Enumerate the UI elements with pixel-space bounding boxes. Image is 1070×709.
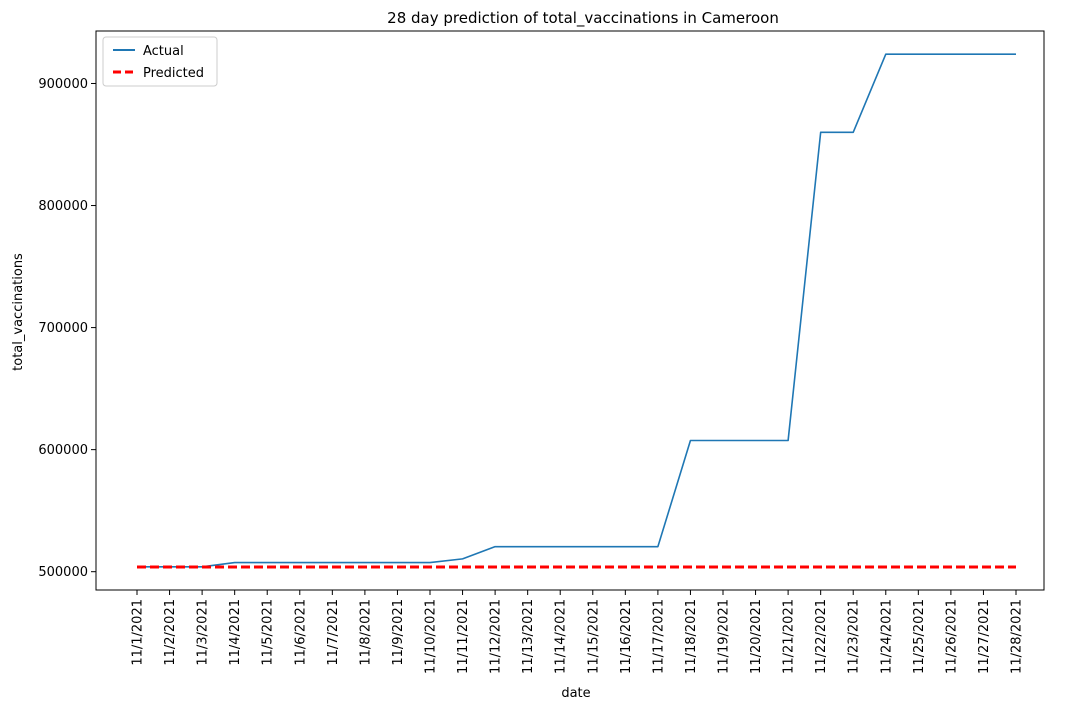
x-tick-label: 11/25/2021 [912,599,927,674]
x-tick-label: 11/28/2021 [1010,599,1025,674]
x-tick-label: 11/24/2021 [879,599,894,674]
x-tick-label: 11/12/2021 [489,599,504,674]
x-tick-label: 11/26/2021 [944,599,959,674]
x-tick-label: 11/8/2021 [358,599,373,666]
legend: Actual Predicted [102,36,218,87]
x-tick-label: 11/16/2021 [619,599,634,674]
x-tick-label: 11/15/2021 [586,599,601,674]
x-tick-label: 11/4/2021 [228,599,243,666]
x-tick-label: 11/2/2021 [163,599,178,666]
x-tick-label: 11/1/2021 [131,599,146,666]
plot-area [137,53,1016,569]
x-tick-label: 11/18/2021 [684,599,699,674]
y-tick-label: 700000 [38,321,88,336]
legend-actual-label: Actual [143,44,184,59]
series-line-actual [137,53,1016,568]
y-axis: 500000 600000 700000 800000 900000 [38,77,96,580]
x-tick-label: 11/3/2021 [196,599,211,666]
x-tick-label: 11/21/2021 [782,599,797,674]
x-tick-label: 11/9/2021 [391,599,406,666]
y-tick-label: 800000 [38,199,88,214]
x-tick-label: 11/27/2021 [977,599,992,674]
y-tick-label: 500000 [38,565,88,580]
y-axis-label: total_vaccinations [11,253,26,371]
chart-title: 28 day prediction of total_vaccinations … [387,9,779,28]
x-tick-label: 11/10/2021 [424,599,439,674]
x-axis-label: date [561,686,590,701]
x-tick-label: 11/5/2021 [261,599,276,666]
x-tick-label: 11/22/2021 [814,599,829,674]
x-tick-label: 11/11/2021 [456,599,471,674]
x-tick-label: 11/13/2021 [521,599,536,674]
legend-predicted-label: Predicted [143,66,204,81]
y-tick-label: 900000 [38,77,88,92]
x-tick-label: 11/17/2021 [651,599,666,674]
y-tick-label: 600000 [38,443,88,458]
x-tick-label: 11/23/2021 [847,599,862,674]
x-tick-label: 11/7/2021 [326,599,341,666]
x-axis: 11/1/2021 11/2/2021 11/3/2021 11/4/2021 11/5… [131,590,1025,674]
x-tick-label: 11/14/2021 [554,599,569,674]
x-tick-label: 11/19/2021 [717,599,732,674]
plot-frame [95,30,1045,591]
x-tick-label: 11/6/2021 [293,599,308,666]
x-tick-label: 11/20/2021 [749,599,764,674]
